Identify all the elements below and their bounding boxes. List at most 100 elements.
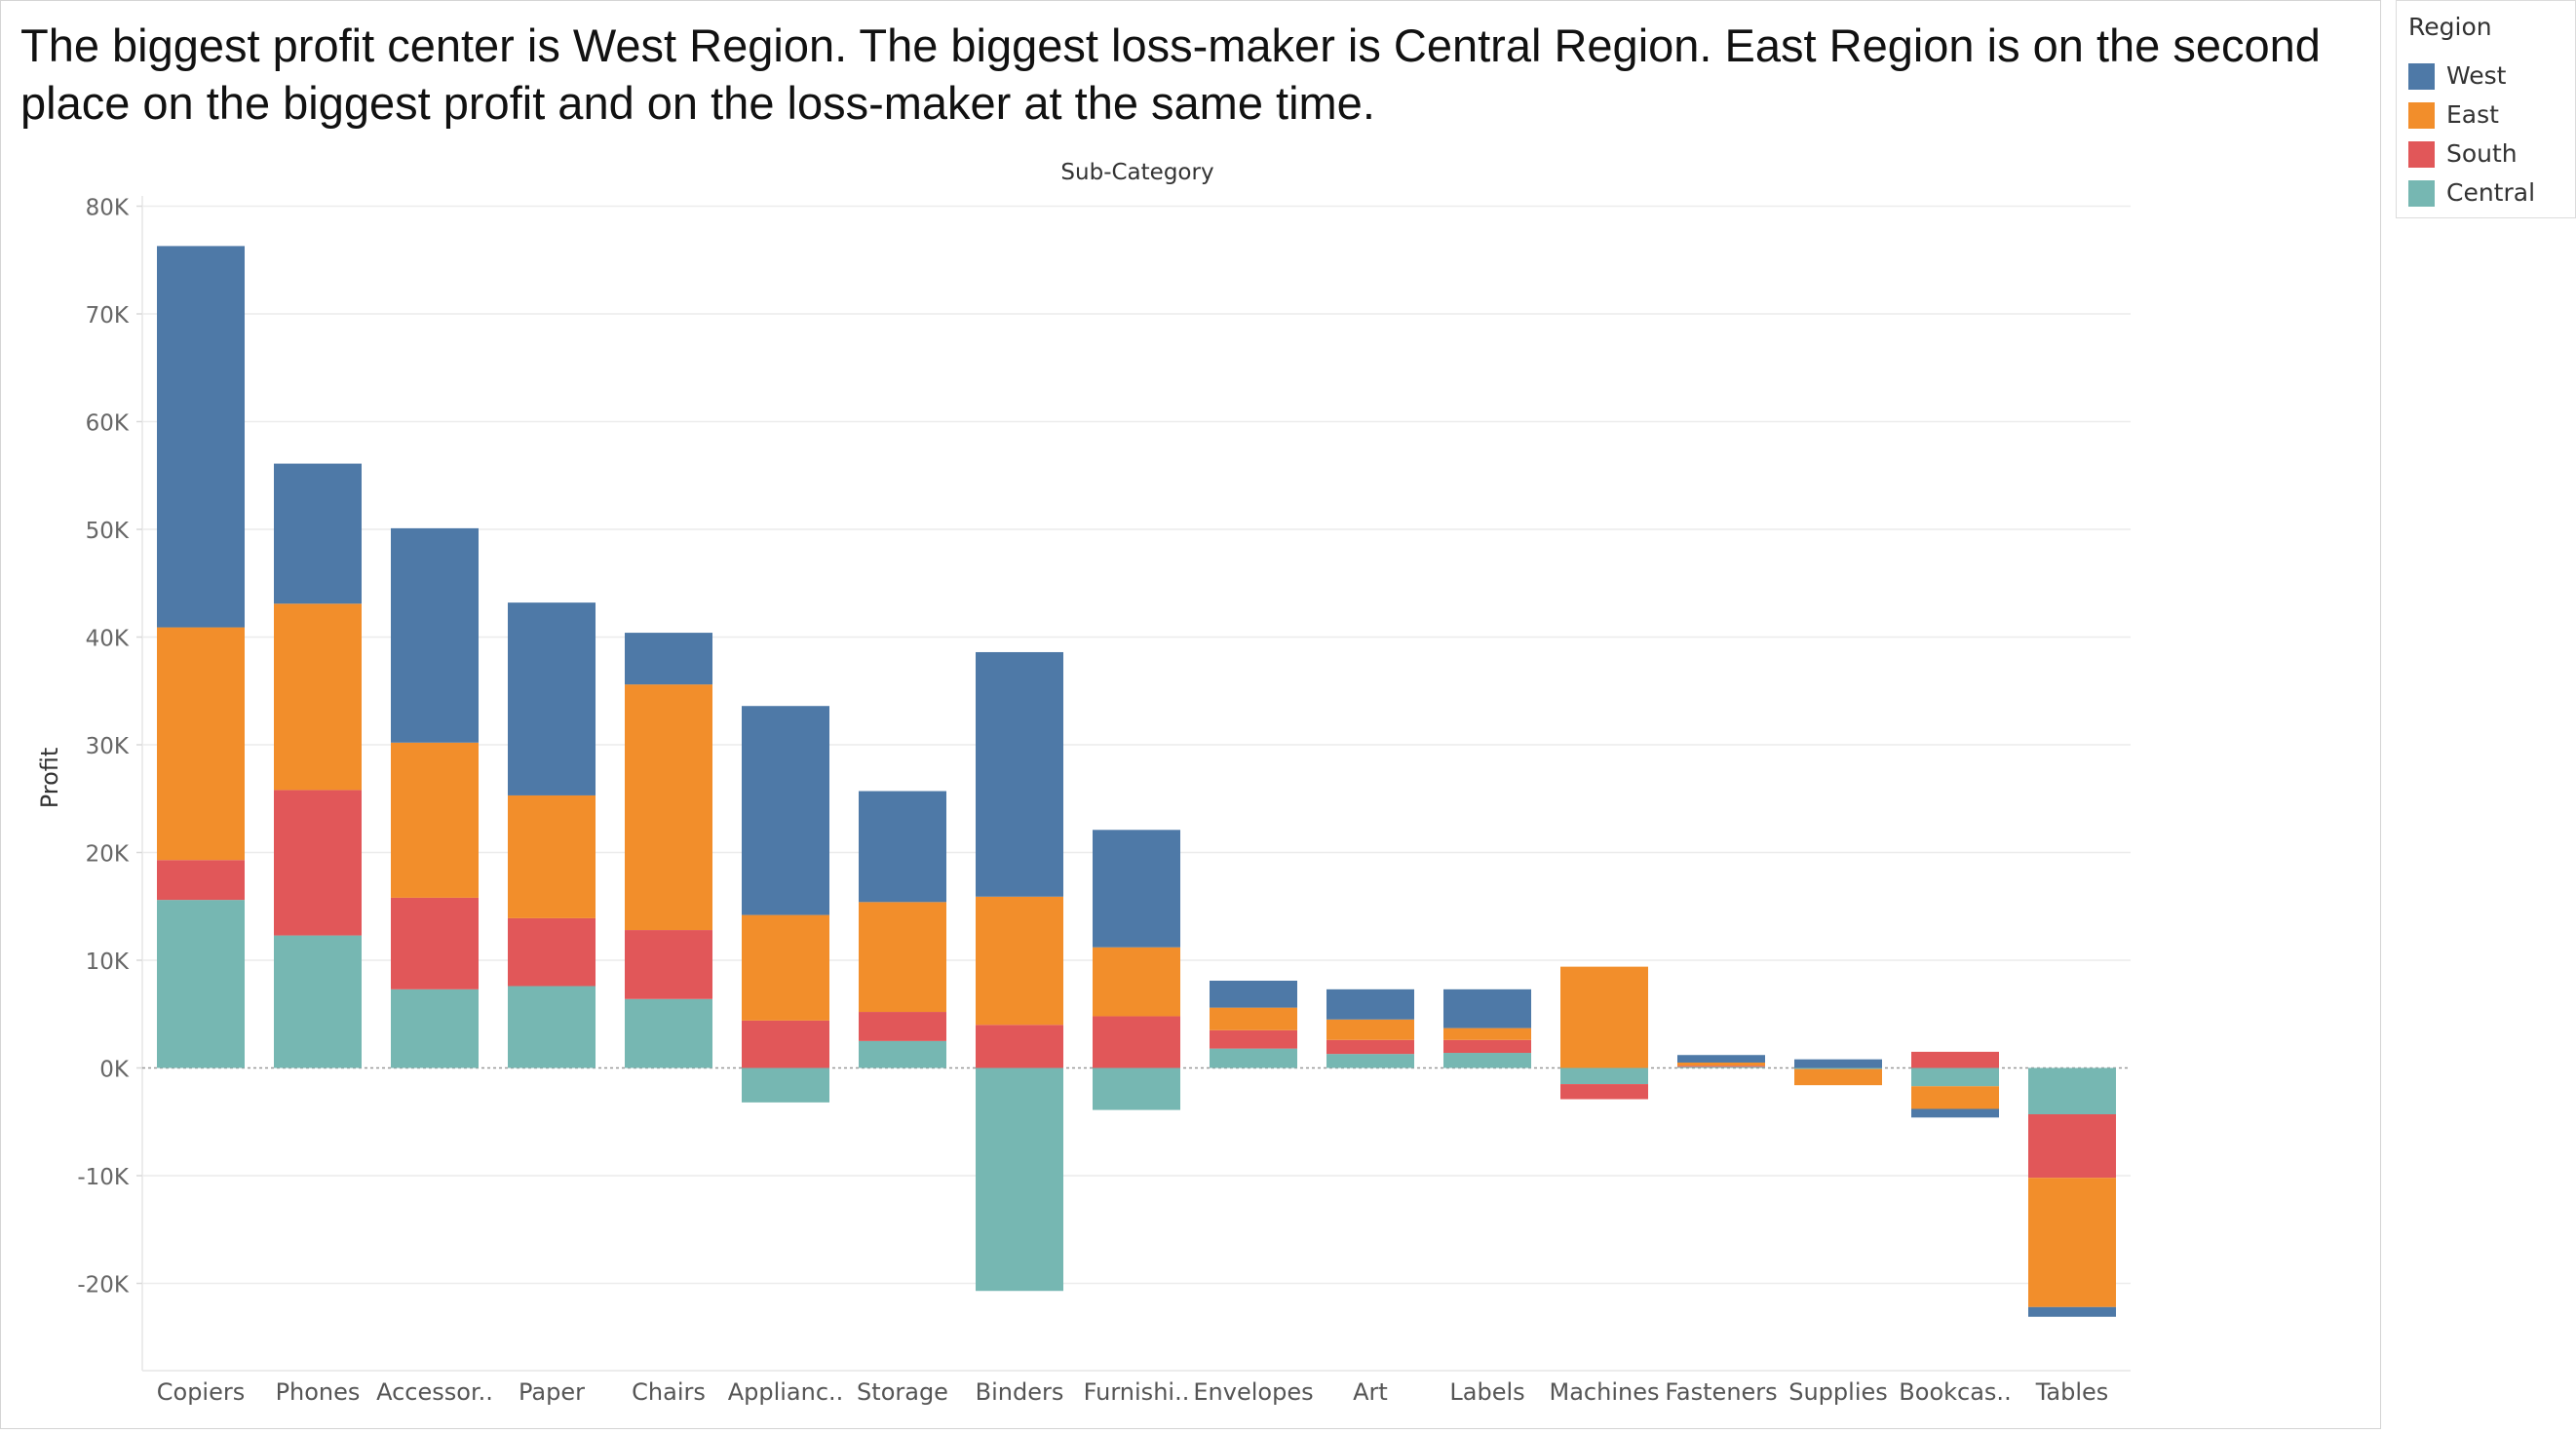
bar-chairs-east[interactable] — [625, 684, 712, 931]
bar-labels-east[interactable] — [1443, 1027, 1531, 1040]
y-tick-label: 30K — [86, 734, 130, 759]
bar-machines-central[interactable] — [1560, 1067, 1648, 1085]
bar-phones-central[interactable] — [274, 935, 362, 1068]
bar-tables-central[interactable] — [2028, 1067, 2116, 1115]
legend-swatch-west — [2408, 63, 2435, 90]
bar-phones-east[interactable] — [274, 603, 362, 791]
x-tick-label: Chairs — [632, 1378, 706, 1406]
x-tick-label: Supplies — [1788, 1378, 1888, 1406]
y-tick-label: 0K — [99, 1058, 130, 1083]
bar-paper-central[interactable] — [508, 986, 596, 1068]
bar-paper-east[interactable] — [508, 795, 596, 918]
legend-swatch-east — [2408, 102, 2435, 129]
bar-applianc-west[interactable] — [742, 706, 829, 915]
bar-bookcas-east[interactable] — [1911, 1086, 1999, 1109]
bar-tables-south[interactable] — [2028, 1114, 2116, 1179]
y-tick-label: 80K — [86, 196, 130, 221]
bar-accessor-central[interactable] — [391, 988, 479, 1068]
bar-chairs-south[interactable] — [625, 930, 712, 999]
x-tick-label: Applianc.. — [728, 1378, 844, 1406]
bar-envelopes-west[interactable] — [1210, 980, 1297, 1008]
bar-accessor-west[interactable] — [391, 527, 479, 743]
y-tick-label: 10K — [86, 950, 130, 975]
bar-machines-east[interactable] — [1560, 966, 1648, 1068]
x-tick-label: Furnishi.. — [1084, 1378, 1190, 1406]
bar-binders-west[interactable] — [976, 651, 1063, 897]
x-tick-label: Binders — [976, 1378, 1064, 1406]
bar-paper-west[interactable] — [508, 602, 596, 795]
bar-binders-south[interactable] — [976, 1025, 1063, 1068]
bar-envelopes-east[interactable] — [1210, 1007, 1297, 1030]
y-tick-label: -10K — [77, 1165, 130, 1190]
legend: Region West East South Central — [2396, 0, 2576, 218]
bar-applianc-central[interactable] — [742, 1067, 829, 1103]
y-tick-label: 60K — [86, 411, 130, 437]
bar-tables-west[interactable] — [2028, 1306, 2116, 1317]
bar-bookcas-south[interactable] — [1911, 1051, 1999, 1068]
x-tick-label: Fasteners — [1665, 1378, 1777, 1406]
x-tick-label: Accessor.. — [376, 1378, 493, 1406]
bar-applianc-south[interactable] — [742, 1020, 829, 1068]
bar-furnishi-west[interactable] — [1093, 830, 1180, 948]
x-tick-label: Labels — [1449, 1378, 1524, 1406]
x-axis-ticks: Copiers Phones Accessor.. Paper Chairs Applia… — [157, 1378, 2109, 1406]
bar-accessor-south[interactable] — [391, 897, 479, 989]
bar-supplies-west[interactable] — [1794, 1059, 1882, 1068]
bar-paper-south[interactable] — [508, 917, 596, 987]
legend-label-west: West — [2446, 61, 2507, 90]
bar-phones-south[interactable] — [274, 790, 362, 936]
bar-fasteners-central[interactable] — [1677, 1066, 1765, 1068]
bar-phones-west[interactable] — [274, 463, 362, 604]
bar-copiers-east[interactable] — [157, 627, 245, 861]
legend-label-central: Central — [2446, 178, 2536, 207]
bar-supplies-east[interactable] — [1794, 1068, 1882, 1086]
bar-tables-east[interactable] — [2028, 1178, 2116, 1307]
bars — [157, 246, 2116, 1317]
legend-label-south: South — [2446, 139, 2518, 168]
legend-swatch-south — [2408, 141, 2435, 168]
bar-machines-south[interactable] — [1560, 1084, 1648, 1100]
bar-furnishi-central[interactable] — [1093, 1067, 1180, 1110]
bar-binders-east[interactable] — [976, 896, 1063, 1026]
bar-labels-south[interactable] — [1443, 1039, 1531, 1054]
bar-accessor-east[interactable] — [391, 742, 479, 898]
legend-title: Region — [2408, 13, 2492, 41]
y-tick-label: 20K — [86, 842, 130, 868]
bar-copiers-central[interactable] — [157, 900, 245, 1068]
bar-storage-east[interactable] — [859, 902, 946, 1013]
bar-art-central[interactable] — [1326, 1054, 1414, 1068]
x-tick-label: Copiers — [157, 1378, 245, 1406]
bar-envelopes-central[interactable] — [1210, 1048, 1297, 1068]
bar-envelopes-south[interactable] — [1210, 1029, 1297, 1049]
x-tick-label: Tables — [2035, 1378, 2109, 1406]
bar-labels-west[interactable] — [1443, 988, 1531, 1028]
bar-storage-west[interactable] — [859, 791, 946, 903]
bar-art-west[interactable] — [1326, 988, 1414, 1020]
x-tick-label: Storage — [857, 1378, 948, 1406]
bar-furnishi-south[interactable] — [1093, 1016, 1180, 1068]
bar-fasteners-east[interactable] — [1677, 1062, 1765, 1066]
x-tick-label: Paper — [519, 1378, 585, 1406]
bar-bookcas-west[interactable] — [1911, 1108, 1999, 1118]
bar-chairs-west[interactable] — [625, 633, 712, 685]
bar-applianc-east[interactable] — [742, 914, 829, 1021]
bar-furnishi-east[interactable] — [1093, 947, 1180, 1017]
bar-supplies-central[interactable] — [1794, 1067, 1882, 1069]
headline-text: The biggest profit center is West Region… — [20, 19, 2321, 129]
dashboard: The biggest profit center is West Region… — [0, 0, 2381, 1429]
bar-copiers-south[interactable] — [157, 860, 245, 901]
bar-binders-central[interactable] — [976, 1067, 1063, 1292]
bar-storage-central[interactable] — [859, 1040, 946, 1068]
bar-storage-south[interactable] — [859, 1012, 946, 1041]
bar-chairs-central[interactable] — [625, 998, 712, 1068]
y-tick-label: 70K — [86, 303, 130, 329]
bar-art-east[interactable] — [1326, 1019, 1414, 1040]
y-axis-label: Profit — [36, 748, 63, 809]
x-tick-label: Art — [1353, 1378, 1388, 1406]
bar-art-south[interactable] — [1326, 1039, 1414, 1055]
bar-fasteners-west[interactable] — [1677, 1055, 1765, 1063]
x-tick-label: Bookcas.. — [1899, 1378, 2011, 1406]
bar-bookcas-central[interactable] — [1911, 1067, 1999, 1087]
bar-labels-central[interactable] — [1443, 1053, 1531, 1068]
bar-copiers-west[interactable] — [157, 246, 245, 628]
